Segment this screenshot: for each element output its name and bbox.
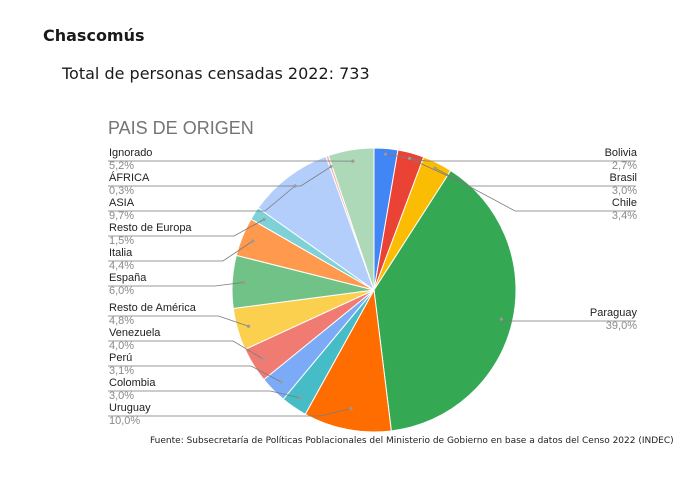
label-name-5: Colombia: [109, 377, 156, 389]
leader-line-8: [108, 315, 249, 327]
chart-title: PAIS DE ORIGEN: [108, 118, 254, 138]
source-note: Fuente: Subsecretaría de Políticas Pobla…: [150, 436, 674, 446]
pie-slice-asia: [257, 155, 376, 292]
label-name-14: Ignorado: [109, 147, 152, 159]
leader-line-7-dot: [261, 357, 265, 361]
label-value-2: 3,4%: [612, 210, 637, 222]
leader-line-10: [108, 240, 254, 262]
label-name-4: Uruguay: [109, 402, 151, 414]
leader-lines: [108, 152, 636, 417]
leader-line-13-dot: [329, 165, 333, 169]
label-name-7: Venezuela: [109, 327, 161, 339]
pie-slice-ignorado: [327, 147, 375, 291]
leader-line-9: [108, 282, 244, 287]
label-value-9: 6,0%: [109, 285, 134, 297]
pie-slice-uruguay: [304, 288, 392, 433]
leader-line-0-dot: [383, 152, 388, 156]
label-name-0: Bolivia: [605, 147, 638, 159]
leader-line-0: [385, 153, 636, 162]
leader-line-6: [108, 365, 282, 383]
leader-line-3-dot: [499, 317, 503, 321]
label-value-10: 4,4%: [109, 260, 134, 272]
label-value-12: 9,7%: [109, 210, 134, 222]
label-name-9: España: [109, 272, 147, 284]
leader-line-11: [108, 219, 265, 237]
leader-line-2: [434, 167, 636, 212]
label-value-6: 3,1%: [109, 365, 134, 377]
leader-line-13: [108, 166, 332, 187]
label-name-13: ÁFRICA: [109, 171, 150, 184]
label-value-5: 3,0%: [109, 390, 134, 402]
label-value-7: 4,0%: [109, 340, 134, 352]
pie-slices: [231, 147, 517, 433]
label-name-1: Brasil: [609, 172, 637, 184]
label-value-8: 4,8%: [109, 315, 134, 327]
label-name-2: Chile: [612, 197, 637, 209]
leader-line-7: [108, 340, 264, 360]
leader-line-12-dot: [293, 184, 297, 188]
leader-line-12: [108, 185, 296, 212]
leader-line-1-dot: [407, 156, 412, 160]
leader-line-4-dot: [349, 406, 353, 411]
leader-line-5: [108, 390, 301, 399]
leader-line-10-dot: [251, 239, 255, 243]
leader-line-5-dot: [298, 396, 302, 400]
leader-line-1: [409, 158, 636, 187]
label-value-4: 10,0%: [109, 415, 140, 427]
slice-labels: Bolivia2,7%Brasil3,0%Chile3,4%Paraguay39…: [109, 147, 638, 427]
label-name-10: Italia: [109, 247, 133, 259]
leader-line-6-dot: [279, 380, 283, 384]
label-value-3: 39,0%: [606, 320, 637, 332]
label-value-13: 0,3%: [109, 185, 134, 197]
leader-line-2-dot: [433, 166, 437, 170]
label-value-14: 5,2%: [109, 160, 134, 172]
city-heading: Chascomús: [43, 26, 145, 45]
leader-line-8-dot: [246, 324, 251, 328]
label-name-8: Resto de América: [109, 302, 197, 314]
label-name-11: Resto de Europa: [109, 222, 192, 234]
label-name-6: Perú: [109, 352, 132, 364]
leader-line-9-dot: [241, 280, 246, 285]
label-value-1: 3,0%: [612, 185, 637, 197]
total-population-line: Total de personas censadas 2022: 733: [62, 64, 370, 83]
label-value-0: 2,7%: [612, 160, 637, 172]
leader-line-11-dot: [262, 217, 266, 222]
label-name-3: Paraguay: [590, 307, 638, 319]
label-name-12: ASIA: [109, 197, 135, 209]
pie-slice-paraguay: [373, 169, 517, 432]
leader-line-4: [108, 408, 352, 417]
label-value-11: 1,5%: [109, 235, 134, 247]
leader-line-14-dot: [351, 159, 355, 163]
